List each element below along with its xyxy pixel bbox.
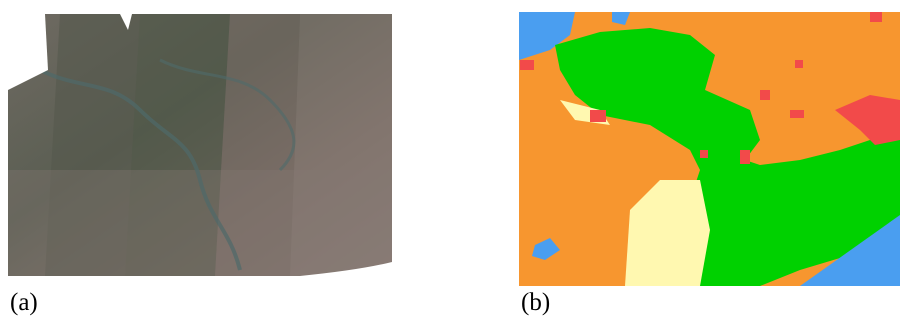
aerial-image: [8, 14, 392, 276]
classification-map: [519, 12, 900, 286]
panel-label: (b): [521, 289, 550, 316]
figure: (a) (b): [0, 0, 900, 324]
panel-label: (a): [10, 289, 38, 316]
